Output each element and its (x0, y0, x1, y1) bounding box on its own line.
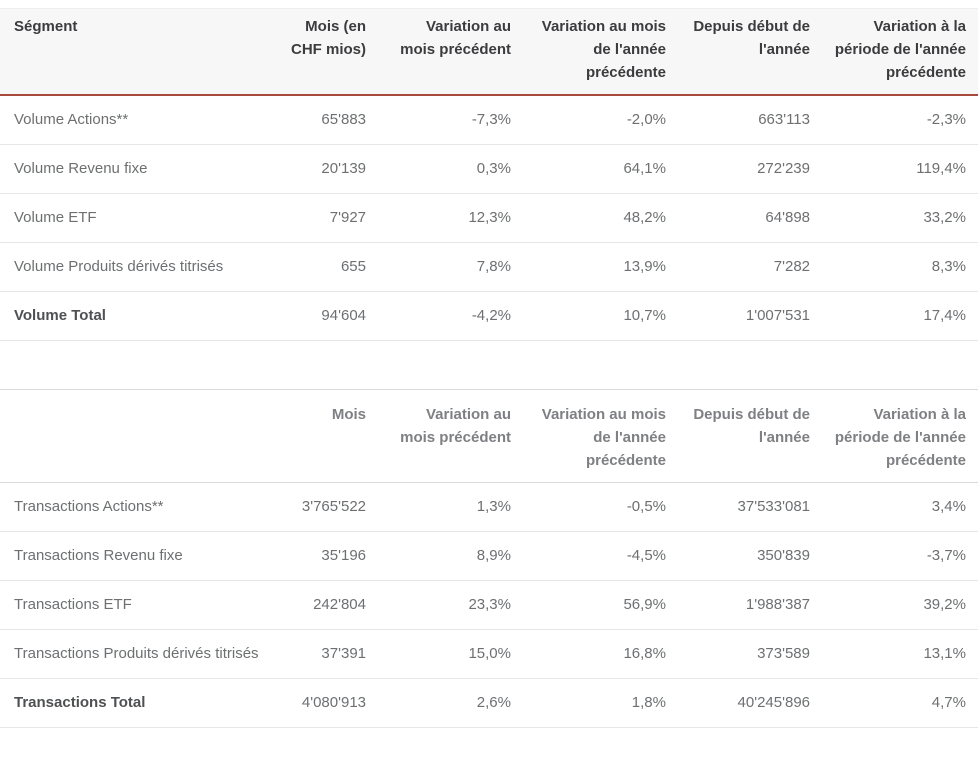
cell-variation-mois: 7,8% (378, 242, 523, 292)
column-header-empty (0, 389, 278, 483)
table-row-transactions-produits-derives: Transactions Produits dérivés titrisés 3… (0, 629, 978, 679)
row-label: Transactions Total (0, 678, 278, 728)
table-row-transactions-actions: Transactions Actions** 3'765'522 1,3% -0… (0, 482, 978, 532)
column-header-mois-chf: Mois (en CHF mios) (278, 8, 378, 96)
column-header-variation-periode: Variation à la période de l'année précéd… (822, 8, 978, 96)
cell-depuis-debut: 1'007'531 (678, 291, 822, 341)
table-row-volume-revenu-fixe: Volume Revenu fixe 20'139 0,3% 64,1% 272… (0, 144, 978, 194)
statistics-page: Ségment Mois (en CHF mios) Variation au … (0, 8, 978, 728)
cell-depuis-debut: 1'988'387 (678, 580, 822, 630)
cell-variation-mois: 12,3% (378, 193, 523, 243)
cell-variation-annee: -0,5% (523, 482, 678, 532)
cell-variation-annee: 56,9% (523, 580, 678, 630)
cell-variation-annee: 48,2% (523, 193, 678, 243)
column-header-variation-annee-precedente: Variation au mois de l'année précédente (523, 8, 678, 96)
cell-variation-periode: 3,4% (822, 482, 978, 532)
table-row-transactions-total: Transactions Total 4'080'913 2,6% 1,8% 4… (0, 678, 978, 728)
cell-variation-annee: -4,5% (523, 531, 678, 581)
cell-variation-mois: 0,3% (378, 144, 523, 194)
row-label: Transactions Actions** (0, 482, 278, 532)
cell-depuis-debut: 7'282 (678, 242, 822, 292)
cell-variation-periode: 13,1% (822, 629, 978, 679)
cell-variation-periode: -2,3% (822, 95, 978, 145)
cell-mois: 65'883 (278, 95, 378, 145)
cell-mois: 4'080'913 (278, 678, 378, 728)
table-row-volume-actions: Volume Actions** 65'883 -7,3% -2,0% 663'… (0, 95, 978, 145)
cell-variation-mois: 23,3% (378, 580, 523, 630)
transactions-table: Mois Variation au mois précédent Variati… (0, 389, 978, 728)
cell-variation-periode: 17,4% (822, 291, 978, 341)
table-gap (0, 341, 978, 389)
row-label: Volume Actions** (0, 95, 278, 145)
cell-mois: 35'196 (278, 531, 378, 581)
table-row-volume-etf: Volume ETF 7'927 12,3% 48,2% 64'898 33,2… (0, 193, 978, 243)
cell-variation-mois: 2,6% (378, 678, 523, 728)
cell-depuis-debut: 350'839 (678, 531, 822, 581)
transactions-header-row: Mois Variation au mois précédent Variati… (0, 389, 978, 483)
cell-variation-annee: 64,1% (523, 144, 678, 194)
cell-variation-periode: 4,7% (822, 678, 978, 728)
cell-variation-annee: 13,9% (523, 242, 678, 292)
cell-mois: 20'139 (278, 144, 378, 194)
table-row-volume-produits-derives: Volume Produits dérivés titrisés 655 7,8… (0, 242, 978, 292)
cell-depuis-debut: 272'239 (678, 144, 822, 194)
cell-depuis-debut: 37'533'081 (678, 482, 822, 532)
cell-variation-periode: 119,4% (822, 144, 978, 194)
cell-mois: 37'391 (278, 629, 378, 679)
cell-mois: 242'804 (278, 580, 378, 630)
column-header-depuis-debut-annee: Depuis début de l'année (678, 8, 822, 96)
row-label: Transactions Produits dérivés titrisés (0, 629, 278, 679)
row-label: Volume Total (0, 291, 278, 341)
row-label: Volume Revenu fixe (0, 144, 278, 194)
cell-mois: 7'927 (278, 193, 378, 243)
table-row-transactions-revenu-fixe: Transactions Revenu fixe 35'196 8,9% -4,… (0, 531, 978, 581)
cell-variation-mois: 15,0% (378, 629, 523, 679)
cell-mois: 94'604 (278, 291, 378, 341)
cell-variation-periode: 39,2% (822, 580, 978, 630)
row-label: Transactions Revenu fixe (0, 531, 278, 581)
cell-variation-mois: 8,9% (378, 531, 523, 581)
row-label: Transactions ETF (0, 580, 278, 630)
row-label: Volume Produits dérivés titrisés (0, 242, 278, 292)
cell-variation-annee: 1,8% (523, 678, 678, 728)
cell-mois: 655 (278, 242, 378, 292)
cell-variation-annee: 10,7% (523, 291, 678, 341)
table-row-volume-total: Volume Total 94'604 -4,2% 10,7% 1'007'53… (0, 291, 978, 341)
cell-depuis-debut: 64'898 (678, 193, 822, 243)
cell-variation-mois: -7,3% (378, 95, 523, 145)
cell-variation-annee: -2,0% (523, 95, 678, 145)
column-header-depuis-debut-annee: Depuis début de l'année (678, 389, 822, 483)
table-row-transactions-etf: Transactions ETF 242'804 23,3% 56,9% 1'9… (0, 580, 978, 630)
column-header-variation-mois-precedent: Variation au mois précédent (378, 8, 523, 96)
column-header-mois: Mois (278, 389, 378, 483)
cell-variation-annee: 16,8% (523, 629, 678, 679)
cell-depuis-debut: 40'245'896 (678, 678, 822, 728)
column-header-variation-periode: Variation à la période de l'année précéd… (822, 389, 978, 483)
row-label: Volume ETF (0, 193, 278, 243)
column-header-variation-mois-precedent: Variation au mois précédent (378, 389, 523, 483)
cell-variation-periode: 8,3% (822, 242, 978, 292)
column-header-variation-annee-precedente: Variation au mois de l'année précédente (523, 389, 678, 483)
cell-variation-mois: 1,3% (378, 482, 523, 532)
cell-depuis-debut: 373'589 (678, 629, 822, 679)
cell-variation-mois: -4,2% (378, 291, 523, 341)
cell-variation-periode: 33,2% (822, 193, 978, 243)
cell-mois: 3'765'522 (278, 482, 378, 532)
cell-depuis-debut: 663'113 (678, 95, 822, 145)
volume-header-row: Ségment Mois (en CHF mios) Variation au … (0, 8, 978, 96)
volume-table: Ségment Mois (en CHF mios) Variation au … (0, 8, 978, 341)
column-header-segment: Ségment (0, 8, 278, 96)
cell-variation-periode: -3,7% (822, 531, 978, 581)
